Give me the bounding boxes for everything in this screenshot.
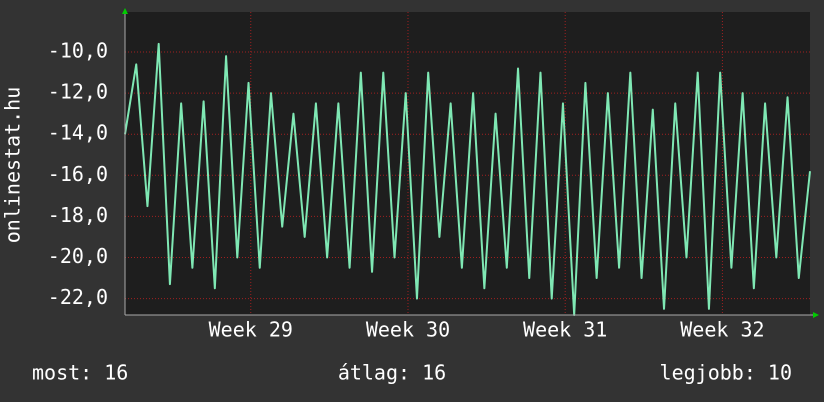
x-tick-label: Week 32 xyxy=(680,318,764,342)
footer-best: legjobb: 10 xyxy=(660,361,792,385)
axis-arrow xyxy=(813,312,819,318)
axis-arrow xyxy=(122,8,128,14)
series-line xyxy=(124,42,811,316)
plot xyxy=(124,42,811,316)
x-tick-label: Week 31 xyxy=(523,318,607,342)
plot-area xyxy=(125,12,810,315)
y-tick-label: -10,0 xyxy=(48,39,108,63)
x-tick-label: Week 29 xyxy=(209,318,293,342)
y-tick-label: -12,0 xyxy=(48,80,108,104)
y-tick-label: -18,0 xyxy=(48,203,108,227)
footer-average: átlag: 16 xyxy=(338,361,446,385)
grid xyxy=(125,12,810,315)
y-tick-label: -14,0 xyxy=(48,121,108,145)
y-tick-label: -16,0 xyxy=(48,162,108,186)
y-tick-label: -22,0 xyxy=(48,285,108,309)
footer-current: most: 16 xyxy=(32,361,128,385)
y-tick-label: -20,0 xyxy=(48,244,108,268)
x-tick-label: Week 30 xyxy=(366,318,450,342)
y-axis-label: onlinestat.hu xyxy=(1,87,25,244)
